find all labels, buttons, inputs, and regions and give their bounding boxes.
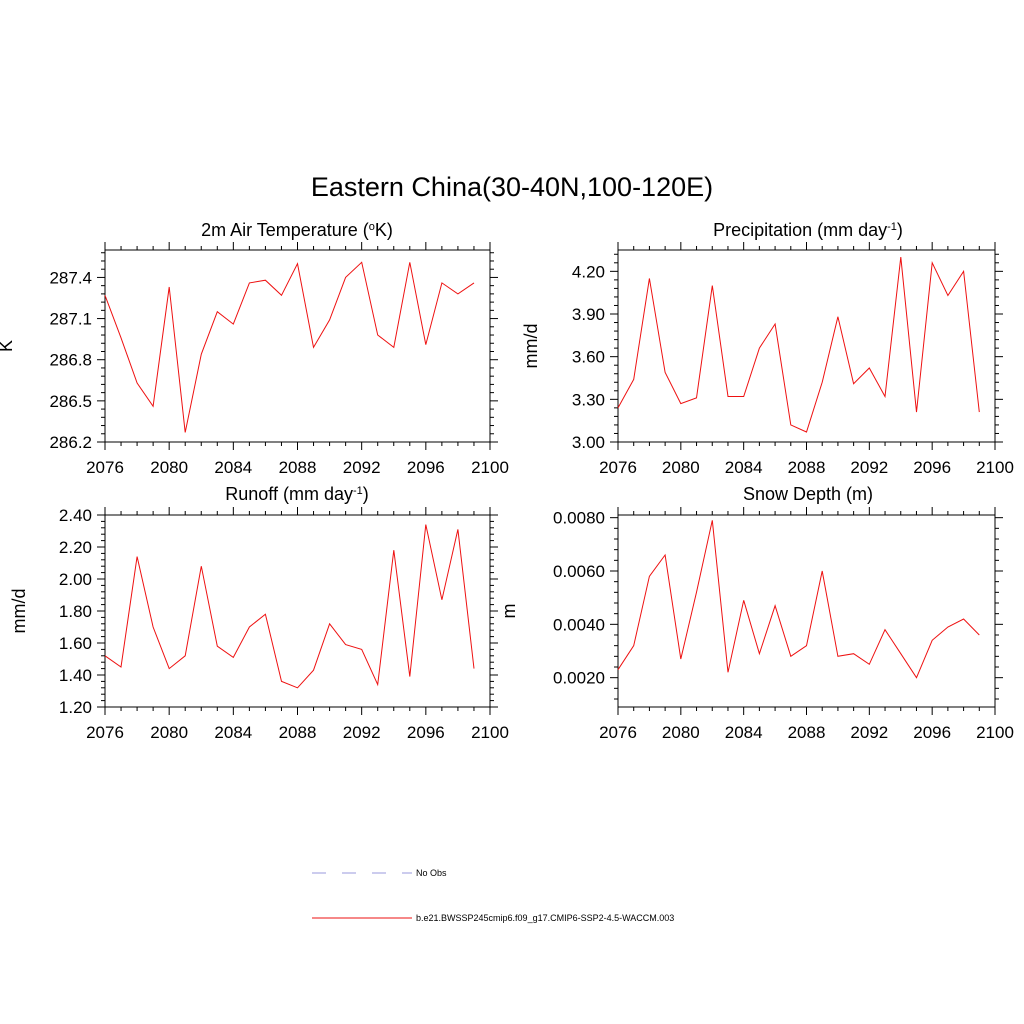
runoff-x-tick-label: 2100 <box>471 723 509 742</box>
precipitation-x-tick-label: 2076 <box>599 458 637 477</box>
temperature-y-axis-label: K <box>0 340 16 352</box>
temperature-y-tick-label: 286.2 <box>49 433 92 452</box>
temperature-x-tick-label: 2080 <box>150 458 188 477</box>
runoff-y-tick-label: 2.40 <box>59 506 92 525</box>
panel-title-snow-depth: Snow Depth (m) <box>743 484 873 504</box>
runoff-x-tick-label: 2084 <box>214 723 252 742</box>
precipitation-x-tick-label: 2080 <box>662 458 700 477</box>
precipitation-x-tick-label: 2088 <box>788 458 826 477</box>
snow-depth-x-tick-label: 2084 <box>725 723 763 742</box>
precipitation-x-tick-label: 2100 <box>976 458 1014 477</box>
figure-title: Eastern China(30-40N,100-120E) <box>311 172 713 202</box>
snow-depth-x-tick-label: 2092 <box>850 723 888 742</box>
runoff-x-tick-label: 2080 <box>150 723 188 742</box>
runoff-x-tick-label: 2096 <box>407 723 445 742</box>
panel-title-precipitation: Precipitation (mm day-1) <box>713 220 903 240</box>
snow-depth-x-tick-label: 2076 <box>599 723 637 742</box>
runoff-x-tick-label: 2092 <box>343 723 381 742</box>
runoff-y-tick-label: 1.60 <box>59 634 92 653</box>
runoff-series-line <box>104 524 475 689</box>
legend-model-label: b.e21.BWSSP245cmip6.f09_g17.CMIP6-SSP2-4… <box>416 913 674 923</box>
snow-depth-y-tick-label: 0.0080 <box>553 509 605 528</box>
precipitation-y-tick-label: 3.00 <box>572 433 605 452</box>
snow-depth-plot-frame <box>617 514 996 708</box>
precipitation-x-tick-label: 2096 <box>913 458 951 477</box>
snow-depth-x-tick-label: 2096 <box>913 723 951 742</box>
precipitation-y-tick-label: 3.30 <box>572 390 605 409</box>
precipitation-y-tick-label: 3.60 <box>572 348 605 367</box>
snow-depth-y-axis-label: m <box>499 604 519 619</box>
temperature-x-tick-label: 2076 <box>86 458 124 477</box>
snow-depth-x-tick-label: 2088 <box>788 723 826 742</box>
precipitation-y-tick-label: 3.90 <box>572 305 605 324</box>
snow-depth-y-tick-label: 0.0020 <box>553 669 605 688</box>
precipitation-x-tick-label: 2084 <box>725 458 763 477</box>
temperature-x-tick-label: 2100 <box>471 458 509 477</box>
snow-depth-y-tick-label: 0.0040 <box>553 615 605 634</box>
temperature-y-tick-label: 286.5 <box>49 392 92 411</box>
precipitation-plot-frame <box>617 249 996 443</box>
panel-title-temperature: 2m Air Temperature (oK) <box>201 220 393 240</box>
temperature-y-tick-label: 286.8 <box>49 351 92 370</box>
runoff-plot-frame <box>104 514 491 708</box>
plot-temperature: 2076 2080 2084 2088 2092 2096 2100 286.2 286.5 28… <box>0 242 509 477</box>
runoff-x-tick-label: 2076 <box>86 723 124 742</box>
plot-snow-depth: 2076 2080 2084 2088 2092 2096 2100 0.0020 0.0040… <box>499 507 1014 742</box>
snow-depth-x-tick-label: 2080 <box>662 723 700 742</box>
precipitation-y-axis-label: mm/d <box>521 324 541 369</box>
plot-precipitation: 2076 2080 2084 2088 2092 2096 2100 3.00 3.30 3.60… <box>521 242 1014 477</box>
temperature-x-tick-label: 2084 <box>214 458 252 477</box>
runoff-y-tick-label: 1.40 <box>59 666 92 685</box>
runoff-y-tick-label: 1.20 <box>59 698 92 717</box>
runoff-y-tick-label: 2.20 <box>59 538 92 557</box>
temperature-series-line <box>104 261 475 433</box>
snow-depth-x-tick-label: 2100 <box>976 723 1014 742</box>
runoff-y-tick-label: 2.00 <box>59 570 92 589</box>
temperature-y-tick-label: 287.1 <box>49 310 92 329</box>
temperature-plot-frame <box>104 249 491 443</box>
precipitation-series-line <box>617 257 980 433</box>
runoff-y-axis-label: mm/d <box>9 589 29 634</box>
runoff-x-tick-label: 2088 <box>279 723 317 742</box>
temperature-x-tick-label: 2096 <box>407 458 445 477</box>
legend-obs-label: No Obs <box>416 868 447 878</box>
runoff-y-tick-label: 1.80 <box>59 602 92 621</box>
precipitation-y-tick-label: 4.20 <box>572 262 605 281</box>
legend: No Obs b.e21.BWSSP245cmip6.f09_g17.CMIP6… <box>312 868 674 923</box>
snow-depth-y-tick-label: 0.0060 <box>553 562 605 581</box>
plot-runoff: 2076 2080 2084 2088 2092 2096 2100 1.20 1.40 1.60… <box>9 506 509 742</box>
temperature-x-tick-label: 2092 <box>343 458 381 477</box>
temperature-x-tick-label: 2088 <box>279 458 317 477</box>
panel-title-runoff: Runoff (mm day-1) <box>225 484 369 504</box>
temperature-y-tick-label: 287.4 <box>49 268 92 287</box>
precipitation-x-tick-label: 2092 <box>850 458 888 477</box>
snow-depth-series-line <box>617 520 980 679</box>
